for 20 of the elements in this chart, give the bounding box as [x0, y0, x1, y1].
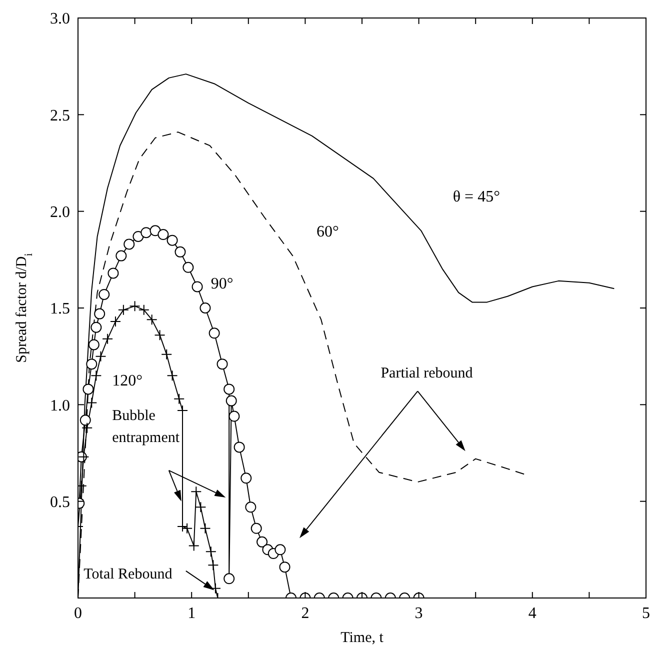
x-tick-label: 1	[188, 605, 196, 622]
annotation: Partial rebound	[380, 366, 474, 382]
annotation: Bubble entrapment	[112, 408, 180, 446]
x-tick-label: 2	[301, 605, 310, 622]
x-tick-label: 4	[528, 605, 536, 622]
x-axis-title: Time, t	[340, 630, 384, 646]
x-tick-label: 3	[414, 605, 423, 622]
text: θ = 45°	[452, 188, 500, 206]
y-tick-label: 0.5	[50, 494, 70, 512]
y-tick-label: 2.5	[50, 107, 70, 124]
series-label: 90°	[210, 276, 234, 293]
y-tick-label: 2.0	[50, 204, 70, 222]
y-tick-label: 1.5	[50, 300, 70, 318]
series-label: 60°	[316, 223, 339, 240]
y-tick-label: 3.0	[50, 10, 70, 28]
x-tick-label: 5	[642, 605, 650, 622]
series-label: 120°	[112, 372, 142, 390]
annotation: Total Rebound	[84, 566, 173, 583]
y-tick-label: 1.0	[50, 397, 70, 414]
x-tick-label: 0	[74, 605, 82, 622]
